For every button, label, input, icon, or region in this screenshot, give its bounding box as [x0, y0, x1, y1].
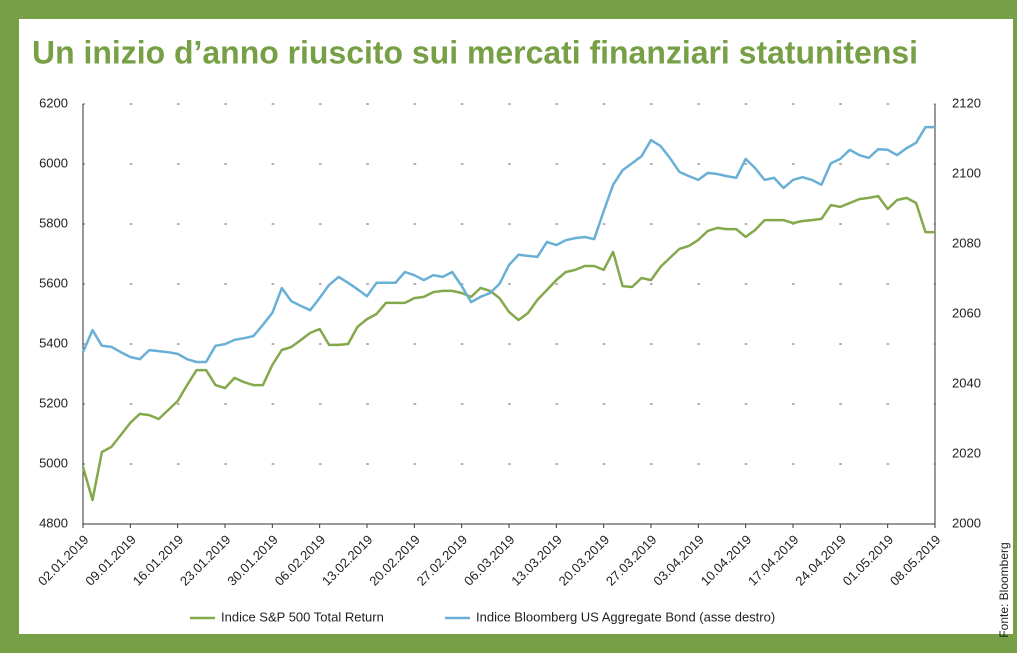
panel — [19, 19, 1013, 634]
source: Fonte: Bloomberg — [997, 542, 1011, 637]
y2-tick-label: 2040 — [952, 375, 981, 390]
y2-tick-label: 2020 — [952, 445, 981, 460]
series-line — [81, 194, 935, 502]
y-tick-label: 5600 — [39, 275, 68, 290]
chart-title: Un inizio d’anno riuscito sui mercati fi… — [32, 34, 918, 70]
y-tick-label: 4800 — [39, 515, 68, 530]
y2-tick-label: 2060 — [952, 305, 981, 320]
y2-tick-label: 2080 — [952, 235, 981, 250]
y-tick-label: 5200 — [39, 395, 68, 410]
series-line — [81, 125, 935, 364]
y-tick-label: 6200 — [39, 95, 68, 110]
y2-tick-label: 2100 — [952, 165, 981, 180]
legend-label: Indice S&P 500 Total Return — [221, 609, 384, 624]
y2-tick-label: 2000 — [952, 515, 981, 530]
legend-label: Indice Bloomberg US Aggregate Bond (asse… — [476, 609, 775, 624]
y2-tick-label: 2120 — [952, 95, 981, 110]
y-tick-label: 5000 — [39, 455, 68, 470]
y-tick-label: 5400 — [39, 335, 68, 350]
y-tick-label: 6000 — [39, 155, 68, 170]
y-tick-label: 5800 — [39, 215, 68, 230]
